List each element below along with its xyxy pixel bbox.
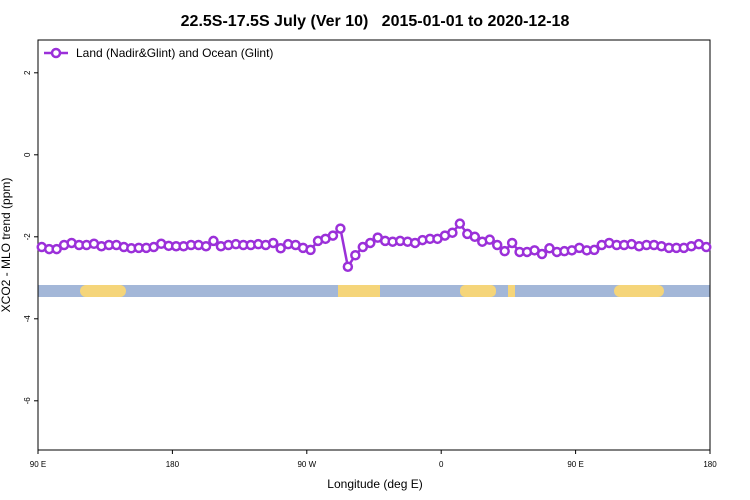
data-point (335, 223, 346, 234)
data-point (589, 244, 600, 256)
legend-marker (50, 47, 62, 59)
x-tick-label: 0 (439, 460, 444, 469)
land-band (80, 285, 126, 297)
land-band (614, 285, 664, 297)
data-point (275, 243, 286, 254)
data-point (342, 261, 354, 272)
land-band (338, 285, 380, 297)
data-point (350, 250, 361, 261)
data-point (506, 237, 518, 249)
x-axis-label: Longitude (deg E) (327, 477, 422, 491)
x-tick-label: 180 (166, 460, 180, 469)
x-tick-label: 90 W (297, 460, 316, 469)
data-point (51, 243, 62, 255)
data-point (469, 231, 481, 243)
x-tick-label: 90 E (567, 460, 583, 469)
data-point (447, 227, 458, 238)
data-point (701, 241, 712, 253)
land-band (508, 285, 515, 297)
legend-label: Land (Nadir&Glint) and Ocean (Glint) (76, 46, 273, 60)
data-point (536, 248, 548, 260)
chart-title: 22.5S-17.5S July (Ver 10) 2015-01-01 to … (181, 13, 570, 30)
y-tick-label: -6 (23, 397, 32, 405)
x-tick-label: 180 (703, 460, 717, 469)
data-point (305, 244, 316, 256)
y-tick-label: 2 (23, 70, 32, 75)
data-point (499, 245, 510, 257)
land-band (460, 285, 496, 297)
data-point (454, 218, 466, 229)
data-point (484, 234, 495, 245)
x-tick-label: 90 E (30, 460, 46, 469)
y-tick-label: -2 (23, 233, 32, 241)
data-point (200, 240, 212, 252)
y-axis-label: XCO2 - MLO trend (ppm) (0, 178, 13, 313)
data-point (365, 237, 376, 249)
data-point (327, 230, 339, 241)
y-tick-label: -4 (23, 315, 32, 323)
data-point (267, 237, 279, 249)
land-ocean-band (38, 285, 710, 297)
data-point (357, 241, 369, 253)
data-point (208, 235, 219, 247)
y-tick-label: 0 (23, 152, 32, 157)
data-point (491, 239, 503, 251)
